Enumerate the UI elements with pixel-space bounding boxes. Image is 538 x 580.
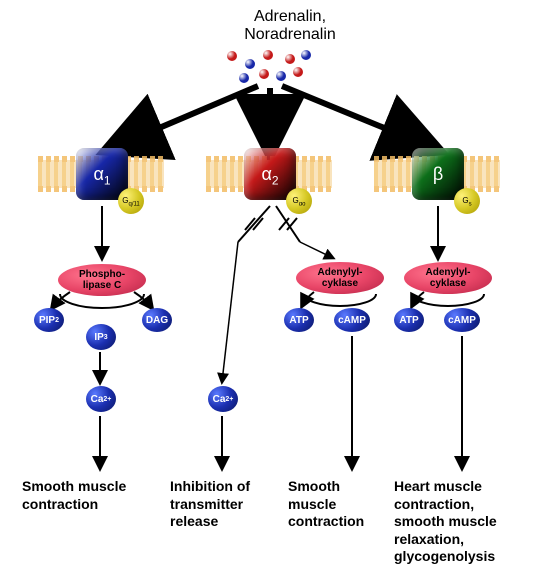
title-line2: Noradrenalin [244, 26, 336, 43]
outcome-a2-inhibition: Inhibition oftransmitterrelease [170, 478, 250, 531]
molecule-dag: DAG [142, 308, 172, 332]
molecule-ca_a1: Ca2+ [86, 386, 116, 412]
title-line1: Adrenalin, [254, 8, 326, 25]
molecule-camp_b: cAMP [444, 308, 480, 332]
ligand-molecule [263, 50, 273, 60]
ligand-molecule [301, 50, 311, 60]
diagram-title: Adrenalin, Noradrenalin [190, 8, 390, 44]
molecule-camp_a2: cAMP [334, 308, 370, 332]
outcome-a1: Smooth musclecontraction [22, 478, 126, 513]
molecule-ip3: IP3 [86, 324, 116, 350]
enzyme-plc: Phospho-lipase C [58, 264, 146, 296]
outcome-a2-contraction: Smoothmusclecontraction [288, 478, 364, 531]
ligand-molecule [245, 59, 255, 69]
ligand-molecule [285, 54, 295, 64]
g-protein-a2: Gαo [286, 188, 312, 214]
ligand-molecule [293, 67, 303, 77]
outcome-b: Heart musclecontraction,smooth musclerel… [394, 478, 497, 566]
ligand-molecule [239, 73, 249, 83]
g-protein-a1: Gq/11 [118, 188, 144, 214]
enzyme-ac_a2: Adenylyl-cyklase [296, 262, 384, 294]
molecule-atp_a2: ATP [284, 308, 314, 332]
g-protein-b: Gs [454, 188, 480, 214]
molecule-ca_a2: Ca2+ [208, 386, 238, 412]
enzyme-ac_b: Adenylyl-cyklase [404, 262, 492, 294]
ligand-molecule [276, 71, 286, 81]
molecule-pip2: PIP2 [34, 308, 64, 332]
ligand-molecule [259, 69, 269, 79]
molecule-atp_b: ATP [394, 308, 424, 332]
ligand-molecule [227, 51, 237, 61]
